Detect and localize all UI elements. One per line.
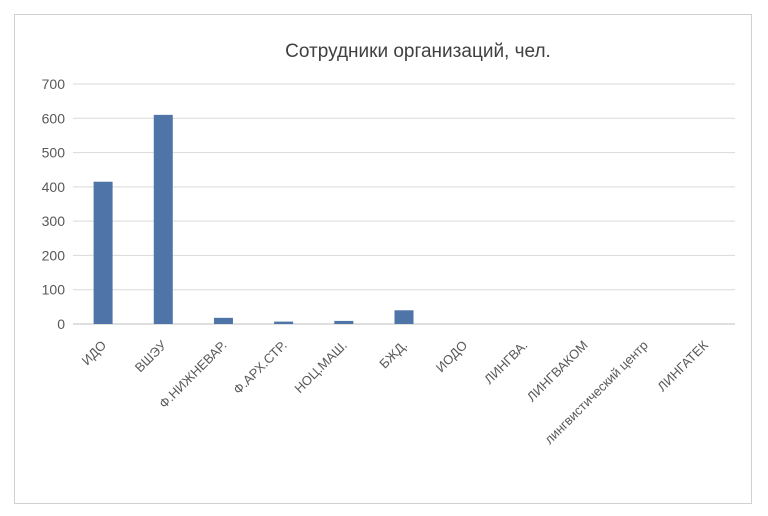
x-tick-label: ЛИНГВА. — [481, 338, 530, 387]
bar — [394, 310, 414, 324]
y-tick-label: 600 — [42, 110, 66, 126]
bars — [93, 114, 414, 324]
chart-title: Сотрудники организаций, чел. — [285, 41, 551, 62]
y-tick-label: 0 — [57, 316, 65, 332]
bar — [274, 321, 294, 324]
y-tick-label: 300 — [42, 213, 66, 229]
y-tick-label: 200 — [42, 247, 66, 263]
y-tick-label: 500 — [42, 145, 66, 161]
y-axis-ticks: 0 100 200 300 400 500 600 700 — [42, 76, 66, 332]
x-tick-label: БЖД. — [376, 338, 410, 372]
x-tick-label: НОЦ.МАШ. — [291, 338, 350, 397]
x-tick-label: ЛИНГАТЕК — [654, 337, 711, 394]
x-tick-label: ИДО — [79, 338, 110, 369]
bar — [93, 181, 113, 324]
bar — [153, 114, 173, 324]
y-tick-label: 400 — [42, 179, 66, 195]
x-tick-label: Ф.АРХ.СТР. — [230, 338, 290, 398]
gridlines — [73, 83, 735, 325]
x-tick-label: лингвистический центр — [541, 338, 651, 448]
y-tick-label: 700 — [42, 76, 66, 92]
x-tick-label: ИОДО — [433, 338, 471, 376]
chart-frame: 0 100 200 300 400 500 600 700 ИДО ВШЭУ Ф.НИЖНЕВАР… — [14, 14, 752, 504]
bar — [213, 317, 233, 324]
x-tick-label: ЛИНГВАКОМ — [524, 338, 591, 405]
bar — [334, 320, 354, 324]
y-tick-label: 100 — [42, 282, 66, 298]
x-tick-label: ВШЭУ — [132, 337, 170, 375]
